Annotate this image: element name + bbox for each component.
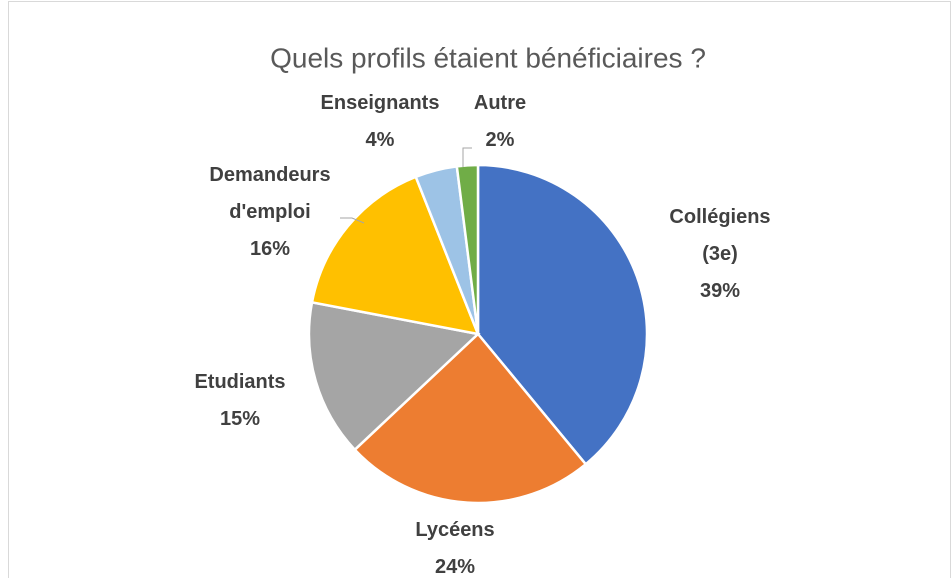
label-value: 16% (249, 237, 291, 260)
pie-slice (476, 163, 649, 466)
data-label: Etudiants 15% (180, 364, 300, 438)
label-value: 4% (365, 128, 395, 151)
label-category: Etudiants (194, 370, 286, 393)
pie-slice (353, 332, 588, 505)
pie (307, 163, 649, 505)
data-label: Collégiens (3e) 39% (655, 199, 785, 310)
pie-slice (307, 300, 481, 452)
label-value: 2% (485, 128, 515, 151)
label-category: Enseignants (320, 91, 440, 114)
pie-slice (455, 163, 480, 335)
label-category: Lycéens (415, 518, 495, 541)
label-value: 39% (699, 279, 741, 302)
data-label: Demandeurs d'emploi 16% (183, 157, 358, 268)
data-label: Autre 2% (460, 85, 540, 159)
label-category: Demandeurs d'emploi (209, 163, 331, 223)
label-category: Collégiens (3e) (669, 205, 771, 265)
chart-title: Quels profils étaient bénéficiaires ? (270, 42, 706, 73)
leader-line (340, 217, 365, 224)
leader-line (462, 147, 472, 167)
label-value: 15% (219, 407, 261, 430)
data-label: Enseignants 4% (315, 85, 445, 159)
data-label: Lycéens 24% (395, 512, 515, 578)
label-value: 24% (434, 555, 476, 578)
pie-slice (310, 175, 480, 336)
label-category: Autre (473, 91, 527, 114)
